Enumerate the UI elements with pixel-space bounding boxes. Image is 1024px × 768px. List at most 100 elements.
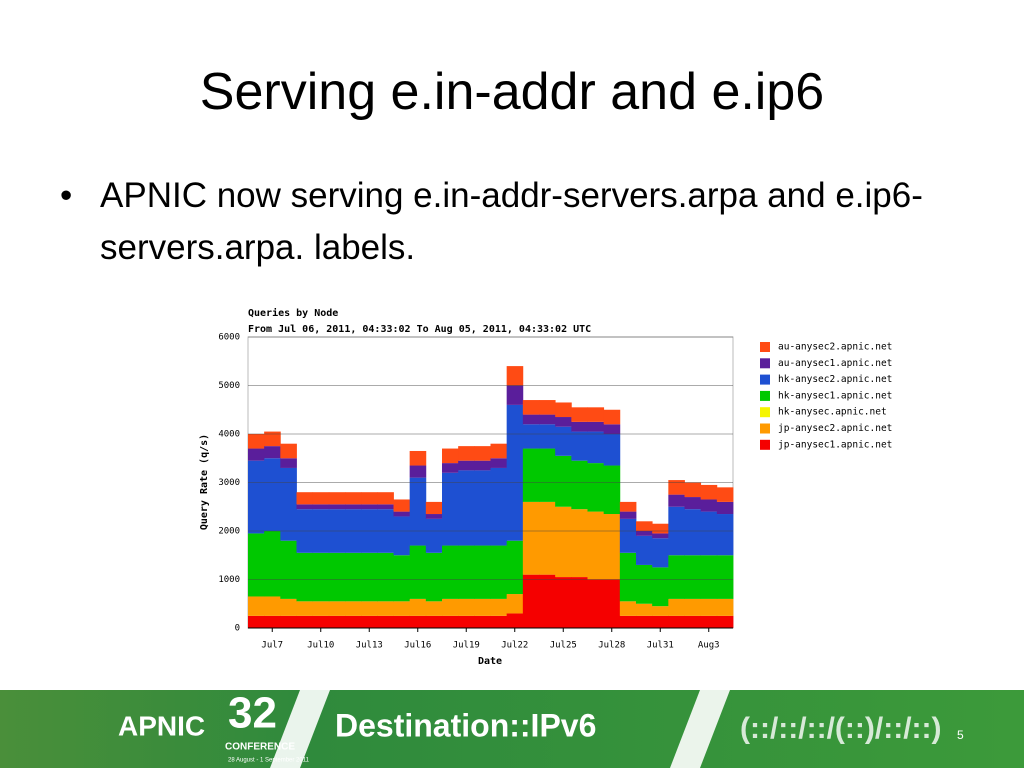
area-segment (652, 533, 669, 539)
area-segment (458, 598, 475, 616)
area-segment (587, 431, 605, 464)
area-segment (716, 514, 734, 556)
area-segment (361, 504, 378, 510)
area-segment (425, 601, 443, 616)
area-segment (555, 577, 572, 628)
legend-swatch (760, 358, 770, 369)
area-segment (345, 552, 362, 602)
area-segment (377, 492, 394, 505)
area-segment (409, 545, 427, 599)
footer-band (0, 690, 1024, 768)
area-segment (474, 545, 491, 599)
area-segment (700, 499, 718, 512)
area-segment (490, 598, 508, 616)
area-segment (474, 446, 491, 461)
area-segment (668, 598, 685, 616)
area-segment (296, 552, 314, 602)
legend-swatch (760, 390, 770, 401)
area-segment (409, 477, 427, 546)
area-segment (425, 552, 443, 602)
area-segment (506, 366, 524, 386)
area-segment (636, 521, 653, 531)
area-segment (442, 472, 459, 546)
area-segment (668, 555, 685, 599)
area-segment (280, 598, 297, 616)
chart: Queries by Node From Jul 06, 2011, 04:33… (199, 307, 892, 667)
area-segment (312, 615, 330, 628)
area-segment (312, 552, 330, 602)
area-segment (345, 492, 362, 505)
x-tick-label: Jul7 (261, 641, 283, 651)
area-segment (587, 511, 605, 580)
x-tick-label: Jul16 (404, 641, 431, 651)
area-segment (522, 414, 540, 425)
area-segment (248, 448, 265, 461)
area-segment (684, 598, 702, 616)
area-segment (571, 509, 588, 578)
x-tick-label: Aug3 (698, 641, 720, 651)
page-number: 5 (957, 728, 964, 742)
slide-title: Serving e.in-addr and e.ip6 (199, 63, 825, 121)
area-segment (312, 601, 330, 616)
footer-conference: CONFERENCE (225, 742, 295, 753)
area-segment (571, 460, 588, 510)
legend-swatch (760, 439, 770, 450)
area-segment (716, 555, 734, 599)
area-segment (312, 492, 330, 505)
area-segment (522, 424, 540, 449)
area-segment (409, 615, 427, 628)
area-segment (442, 448, 459, 464)
legend-label: jp-anysec1.apnic.net (778, 439, 892, 450)
area-segment (490, 458, 508, 468)
legend-swatch (760, 342, 770, 352)
area-segment (506, 613, 524, 628)
area-segment (506, 404, 524, 541)
area-segment (296, 601, 314, 616)
area-segment (506, 385, 524, 405)
area-segment (539, 414, 556, 425)
area-segment (442, 463, 459, 473)
area-segment (377, 615, 394, 628)
area-segment (458, 545, 475, 599)
area-segment (345, 615, 362, 628)
area-segment (619, 511, 637, 519)
area-segment (490, 545, 508, 599)
area-segment (345, 601, 362, 616)
area-segment (248, 596, 265, 616)
area-segment (539, 424, 556, 449)
area-segment (458, 446, 475, 461)
x-axis-label: Date (478, 656, 502, 667)
area-segment (280, 458, 297, 468)
area-segment (603, 424, 621, 434)
area-segment (442, 615, 459, 628)
area-segment (393, 516, 411, 556)
area-segment (264, 531, 281, 597)
legend-label: au-anysec2.apnic.net (778, 342, 892, 353)
legend-swatch (760, 407, 770, 418)
chart-title: Queries by Node (248, 307, 338, 319)
legend-label: jp-anysec2.apnic.net (778, 423, 892, 434)
area-segment (700, 484, 718, 500)
area-segment (490, 467, 508, 546)
bullet-text: APNIC now serving e.in-addr-servers.arpa… (100, 176, 923, 267)
area-segment (248, 434, 265, 449)
area-segment (571, 421, 588, 432)
area-segment (377, 552, 394, 602)
area-segment (555, 506, 572, 578)
area-segment (668, 480, 685, 495)
area-segment (636, 535, 653, 565)
area-segment (652, 523, 669, 534)
logo: (::/::/::/(::)/::/::) (740, 712, 942, 745)
area-segment (571, 431, 588, 461)
area-segment (506, 540, 524, 595)
bullet-dot: • (60, 176, 73, 215)
area-segment (328, 615, 346, 628)
area-segment (603, 465, 621, 515)
divider (670, 690, 730, 768)
x-tick-label: Jul10 (307, 641, 334, 651)
area-segment (474, 460, 491, 471)
area-segment (652, 606, 669, 616)
divider (270, 690, 330, 768)
area-segment (361, 552, 378, 602)
area-segment (587, 463, 605, 512)
